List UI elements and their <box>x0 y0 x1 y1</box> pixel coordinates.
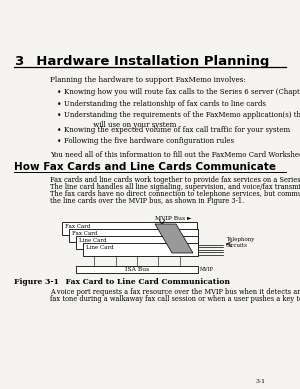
Text: MVIP: MVIP <box>200 267 214 272</box>
Text: ISA Bus: ISA Bus <box>125 267 149 272</box>
Bar <box>69 229 198 242</box>
Text: Fax Card: Fax Card <box>65 224 90 229</box>
Text: Following the five hardware configuration rules: Following the five hardware configuratio… <box>64 137 234 145</box>
Text: How Fax Cards and Line Cards Communicate: How Fax Cards and Line Cards Communicate <box>14 162 276 172</box>
Text: Knowing how you will route fax calls to the Series 6 server (Chapter 2): Knowing how you will route fax calls to … <box>64 88 300 96</box>
Text: fax tone during a walkaway fax call session or when a user pushes a key to leave: fax tone during a walkaway fax call sess… <box>50 295 300 303</box>
Text: A voice port requests a fax resource over the MVIP bus when it detects an incomi: A voice port requests a fax resource ove… <box>50 288 300 296</box>
Text: 3-1: 3-1 <box>256 379 266 384</box>
Text: 3: 3 <box>14 55 23 68</box>
Bar <box>83 243 198 256</box>
Text: the line cards over the MVIP bus, as shown in Figure 3-1.: the line cards over the MVIP bus, as sho… <box>50 197 244 205</box>
Text: Fax Card to Line Card Communication: Fax Card to Line Card Communication <box>55 278 230 286</box>
Text: Understanding the relationship of fax cards to line cards: Understanding the relationship of fax ca… <box>64 100 266 108</box>
Text: The fax cards have no direct connection to telephone services, but communicate w: The fax cards have no direct connection … <box>50 190 300 198</box>
Text: MVIP Bus ►: MVIP Bus ► <box>155 216 192 221</box>
Text: •: • <box>57 126 61 135</box>
Polygon shape <box>155 224 193 253</box>
Text: The line card handles all line signaling, supervision, and voice/fax transmissio: The line card handles all line signaling… <box>50 183 300 191</box>
Text: You need all of this information to fill out the FaxMemo Card Worksheets.: You need all of this information to fill… <box>50 151 300 159</box>
Text: Line Card: Line Card <box>79 238 106 243</box>
Bar <box>76 236 198 249</box>
Text: Planning the hardware to support FaxMemo involves:: Planning the hardware to support FaxMemo… <box>50 76 246 84</box>
Text: •: • <box>57 100 61 109</box>
Text: Fax cards and line cards work together to provide fax services on a Series 6 ser: Fax cards and line cards work together t… <box>50 176 300 184</box>
Text: Fax Card: Fax Card <box>72 231 98 236</box>
Text: Understanding the requirements of the FaxMemo application(s) that you
          : Understanding the requirements of the Fa… <box>64 111 300 129</box>
Bar <box>76 266 198 273</box>
Text: Figure 3-1: Figure 3-1 <box>14 278 59 286</box>
Text: Knowing the expected volume of fax call traffic for your system: Knowing the expected volume of fax call … <box>64 126 290 134</box>
Text: •: • <box>57 137 61 146</box>
Text: Hardware Installation Planning: Hardware Installation Planning <box>27 55 269 68</box>
Text: Line Card: Line Card <box>86 245 114 250</box>
Text: •: • <box>57 88 61 97</box>
Text: Telephony
Circuits: Telephony Circuits <box>226 237 254 248</box>
Bar <box>62 222 197 235</box>
Text: •: • <box>57 111 61 120</box>
